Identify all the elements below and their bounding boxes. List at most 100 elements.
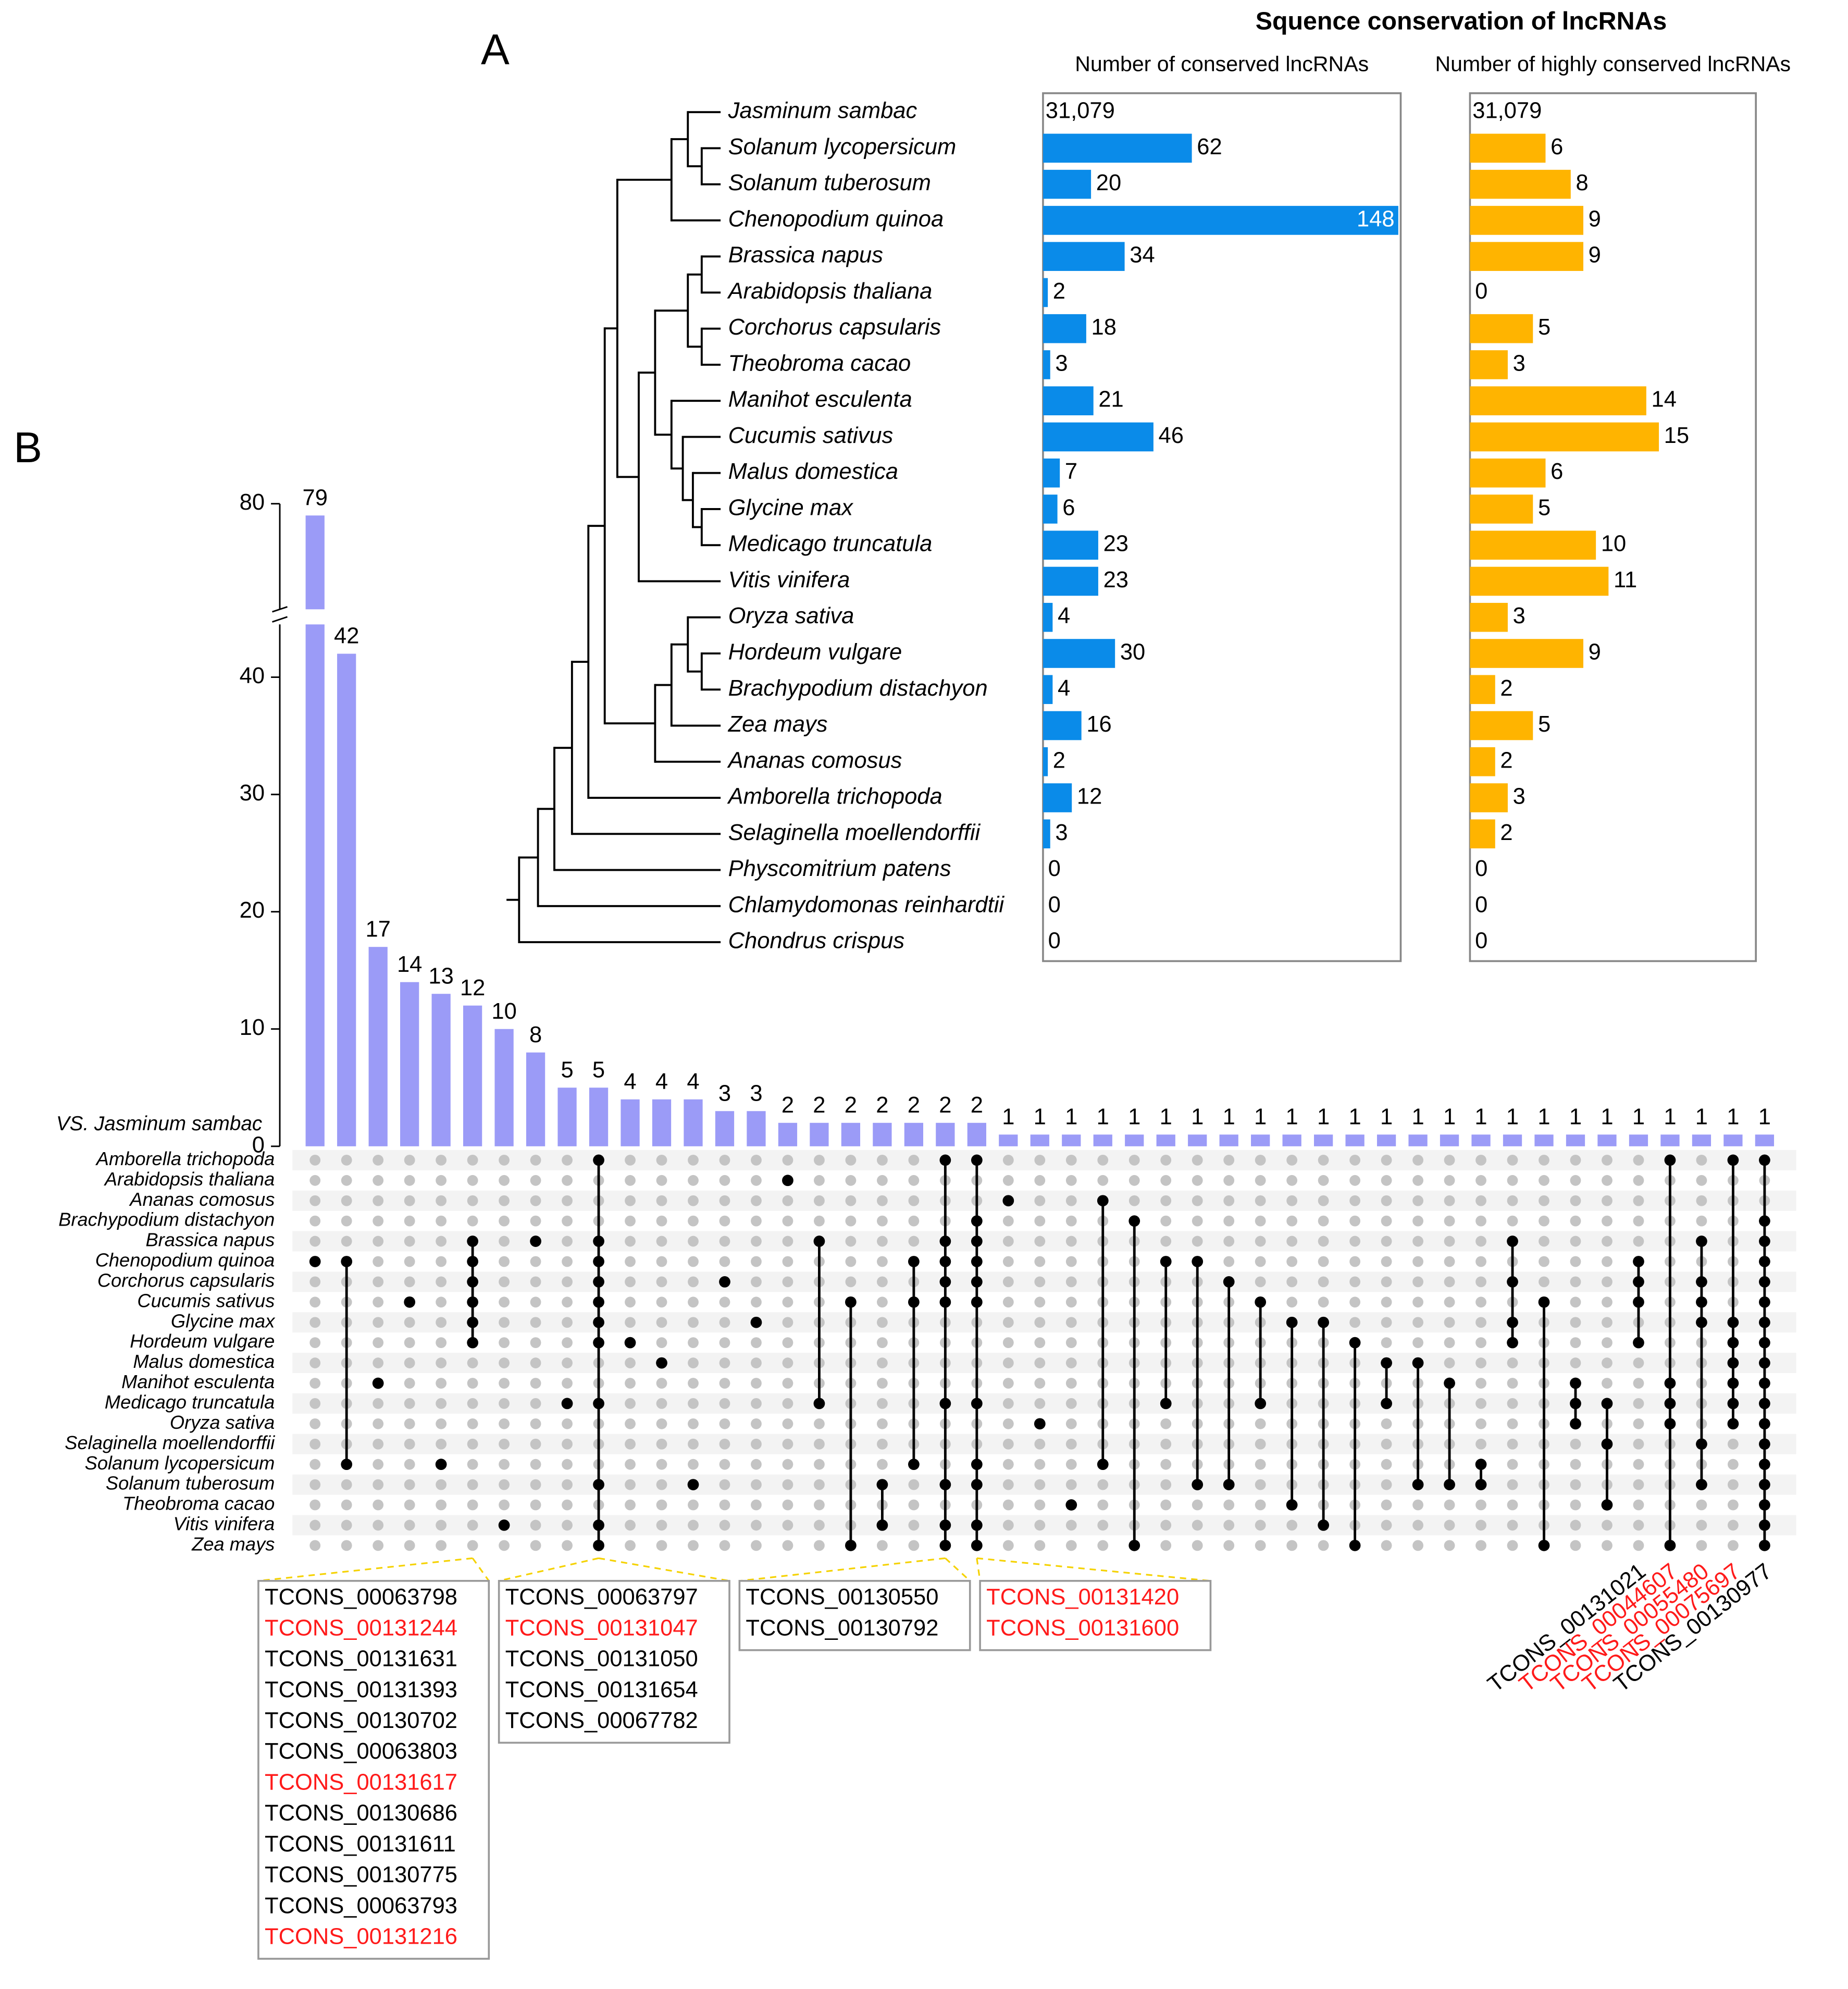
empty-dot bbox=[562, 1357, 573, 1368]
member-dot bbox=[1759, 1357, 1770, 1369]
empty-dot bbox=[719, 1418, 730, 1429]
value-label: 3 bbox=[1055, 820, 1068, 845]
empty-dot bbox=[1633, 1499, 1644, 1511]
empty-dot bbox=[1097, 1540, 1109, 1551]
value-label: 15 bbox=[1664, 423, 1689, 448]
empty-dot bbox=[341, 1479, 352, 1490]
member-dot bbox=[845, 1539, 857, 1551]
empty-dot bbox=[1381, 1337, 1392, 1349]
empty-dot bbox=[625, 1236, 636, 1247]
empty-dot bbox=[782, 1236, 793, 1247]
empty-dot bbox=[782, 1357, 793, 1368]
empty-dot bbox=[719, 1438, 730, 1450]
y-tick-label: 10 bbox=[240, 1015, 265, 1040]
member-dot bbox=[908, 1459, 920, 1471]
member-dot bbox=[1034, 1418, 1046, 1430]
empty-dot bbox=[1034, 1398, 1046, 1409]
empty-dot bbox=[1065, 1479, 1077, 1490]
value-label: 1 bbox=[1411, 1104, 1424, 1129]
empty-dot bbox=[373, 1418, 384, 1429]
member-dot bbox=[1727, 1154, 1739, 1166]
member-dot bbox=[341, 1256, 353, 1267]
empty-dot bbox=[688, 1378, 699, 1389]
empty-dot bbox=[1539, 1175, 1549, 1186]
set-label: Medicago truncatula bbox=[105, 1391, 275, 1413]
empty-dot bbox=[1475, 1175, 1486, 1186]
member-dot bbox=[971, 1459, 983, 1471]
transcript-id: TCONS_00131611 bbox=[265, 1832, 456, 1857]
member-dot bbox=[750, 1316, 762, 1328]
empty-dot bbox=[373, 1459, 384, 1470]
empty-dot bbox=[404, 1378, 415, 1389]
empty-dot bbox=[530, 1540, 541, 1551]
member-dot bbox=[1349, 1337, 1361, 1349]
empty-dot bbox=[1318, 1540, 1329, 1551]
set-label: Manihot esculenta bbox=[121, 1371, 275, 1392]
empty-dot bbox=[1160, 1479, 1172, 1490]
empty-dot bbox=[1696, 1175, 1707, 1186]
set-label: Cucumis sativus bbox=[137, 1290, 275, 1311]
set-label: Brachypodium distachyon bbox=[58, 1209, 275, 1230]
member-dot bbox=[1318, 1519, 1330, 1531]
transcript-id: TCONS_00131654 bbox=[505, 1677, 698, 1702]
species-label: Brassica napus bbox=[728, 243, 883, 268]
member-dot bbox=[593, 1539, 604, 1551]
empty-dot bbox=[1696, 1154, 1707, 1166]
empty-dot bbox=[1381, 1195, 1392, 1206]
empty-dot bbox=[373, 1256, 384, 1267]
empty-dot bbox=[1539, 1256, 1549, 1267]
empty-dot bbox=[688, 1357, 699, 1368]
empty-dot bbox=[530, 1256, 541, 1267]
bar bbox=[1440, 1134, 1459, 1146]
empty-dot bbox=[436, 1438, 447, 1450]
value-label: 62 bbox=[1197, 134, 1222, 159]
empty-dot bbox=[625, 1499, 636, 1511]
bar bbox=[1408, 1134, 1428, 1146]
empty-dot bbox=[1602, 1175, 1613, 1186]
empty-dot bbox=[1318, 1215, 1329, 1227]
leader-line bbox=[945, 1558, 971, 1582]
member-dot bbox=[1759, 1236, 1770, 1247]
transcript-id: TCONS_00131244 bbox=[265, 1615, 457, 1640]
empty-dot bbox=[404, 1540, 415, 1551]
empty-dot bbox=[1602, 1236, 1613, 1247]
empty-dot bbox=[908, 1479, 920, 1490]
empty-dot bbox=[656, 1296, 667, 1308]
value-label: 17 bbox=[365, 917, 390, 942]
empty-dot bbox=[1034, 1499, 1046, 1511]
empty-dot bbox=[1255, 1499, 1266, 1511]
member-dot bbox=[939, 1256, 951, 1267]
bar bbox=[1470, 350, 1508, 379]
empty-dot bbox=[1160, 1175, 1172, 1186]
species-label: Ananas comosus bbox=[727, 748, 902, 773]
empty-dot bbox=[876, 1357, 888, 1368]
empty-dot bbox=[1570, 1276, 1581, 1288]
empty-dot bbox=[1475, 1256, 1486, 1267]
empty-dot bbox=[1192, 1236, 1203, 1247]
empty-dot bbox=[688, 1499, 699, 1511]
empty-dot bbox=[1318, 1256, 1329, 1267]
set-label: Amborella trichopoda bbox=[95, 1148, 275, 1169]
empty-dot bbox=[1192, 1215, 1203, 1227]
empty-dot bbox=[782, 1317, 793, 1328]
empty-dot bbox=[1475, 1236, 1486, 1247]
empty-dot bbox=[562, 1195, 573, 1206]
bar bbox=[1503, 1134, 1522, 1146]
member-dot bbox=[1223, 1479, 1235, 1490]
bar bbox=[494, 1029, 514, 1146]
empty-dot bbox=[436, 1479, 447, 1490]
member-dot bbox=[719, 1276, 730, 1288]
transcript-id: TCONS_00130702 bbox=[265, 1708, 457, 1733]
value-label: 0 bbox=[1475, 279, 1487, 304]
annotation: VS. Jasminum sambac bbox=[56, 1113, 262, 1135]
empty-dot bbox=[1475, 1317, 1486, 1328]
empty-dot bbox=[1002, 1479, 1014, 1490]
empty-dot bbox=[656, 1195, 667, 1206]
empty-dot bbox=[782, 1398, 793, 1409]
member-dot bbox=[1570, 1377, 1581, 1389]
empty-dot bbox=[1002, 1459, 1014, 1470]
empty-dot bbox=[876, 1296, 888, 1308]
member-dot bbox=[971, 1296, 983, 1308]
empty-dot bbox=[908, 1519, 920, 1531]
empty-dot bbox=[1255, 1276, 1266, 1288]
